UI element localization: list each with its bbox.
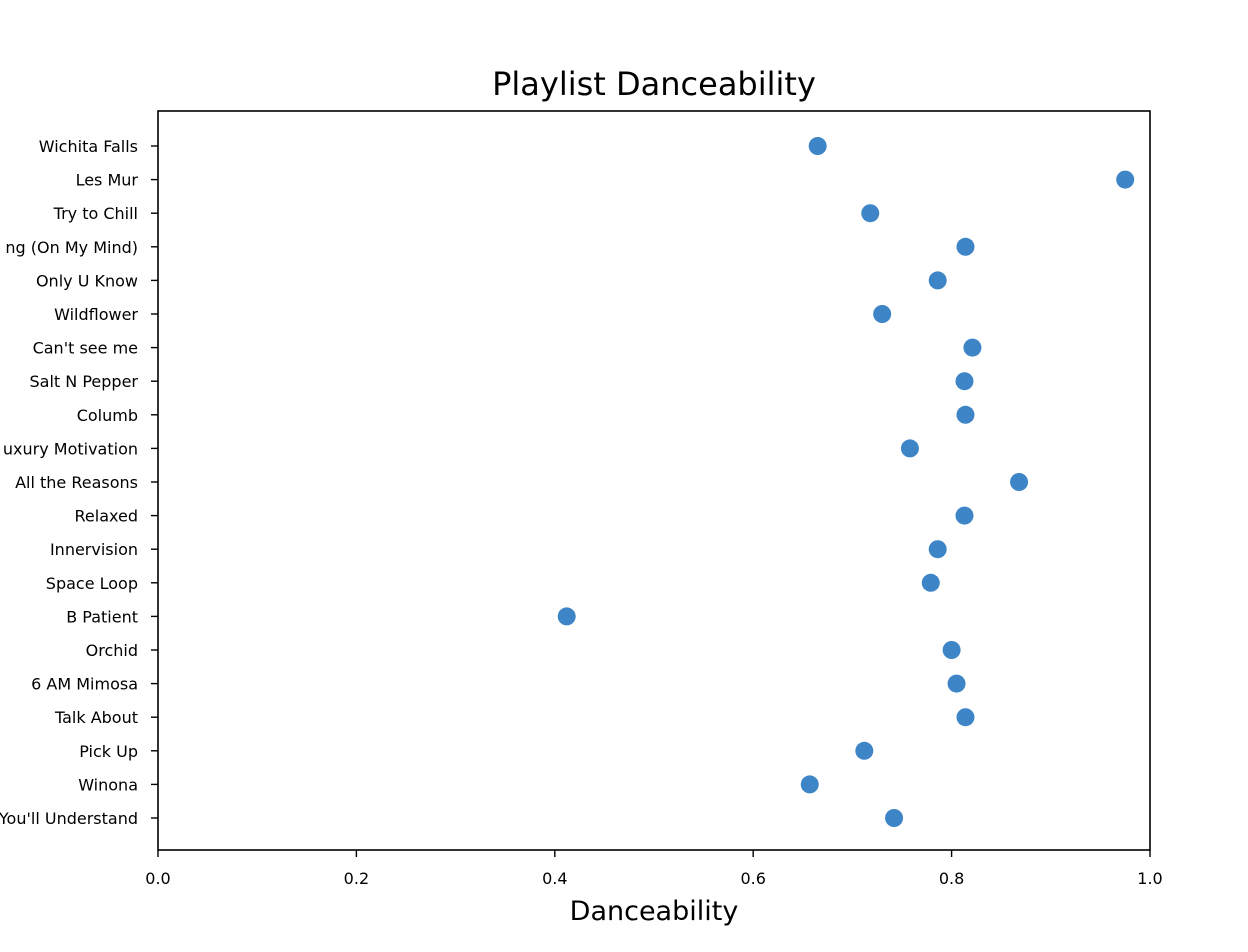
y-tick-label: Talk About [54,708,138,727]
data-point [955,506,974,525]
data-point [808,137,827,155]
y-tick-label: Try to Chill [53,204,138,223]
x-tick-label: 0.8 [939,869,964,888]
y-tick-label: Pick Up [79,742,138,761]
data-point [956,237,975,256]
data-point [921,573,940,592]
data-point [885,809,904,827]
y-tick-label: Columb [77,406,138,425]
data-point [800,775,819,794]
y-tick-label: Les Mur [76,171,139,190]
y-tick-label: You'll Understand [0,809,138,828]
y-tick-label: B Patient [66,607,138,626]
data-point [928,540,947,559]
data-point [947,674,966,693]
x-tick-label: 0.2 [344,869,369,888]
data-point [855,741,874,760]
x-tick-label: 0.0 [145,869,170,888]
x-tick-label: 1.0 [1137,869,1162,888]
data-point [861,204,880,223]
data-point [900,439,919,458]
data-point [1010,473,1029,491]
data-point [942,641,961,659]
data-point [928,271,947,290]
data-point [557,607,576,626]
y-tick-label: All the Reasons [15,473,138,492]
y-tick-label: Innervision [50,540,138,559]
chart-title: Playlist Danceability [492,65,816,103]
x-tick-label: 0.4 [542,869,567,888]
x-tick-label: 0.6 [740,869,765,888]
plot-frame [157,110,1151,851]
data-point [955,372,974,391]
y-tick-label: ng (On My Mind) [5,238,138,257]
data-point [1116,170,1135,189]
y-tick-label: Space Loop [46,574,138,593]
data-point [873,305,892,323]
data-point [956,708,975,727]
y-tick-label: Only U Know [36,271,138,290]
data-point [963,338,982,357]
y-tick-label: Can't see me [33,339,138,358]
x-axis-label: Danceability [570,896,739,927]
y-tick-label: Wildflower [54,305,138,324]
data-point [956,405,975,424]
y-tick-label: Winona [78,775,138,794]
y-tick-label: Wichita Falls [39,137,138,156]
y-tick-label: uxury Motivation [3,439,138,458]
y-tick-label: 6 AM Mimosa [31,675,138,694]
y-tick-label: Relaxed [75,507,138,526]
y-tick-label: Orchid [86,641,138,660]
plot-area: 0.0 0.2 0.4 0.6 0.8 1.0 Wichita Falls Les Mur Tr… [0,110,1163,888]
y-tick-label: Salt N Pepper [30,372,139,391]
